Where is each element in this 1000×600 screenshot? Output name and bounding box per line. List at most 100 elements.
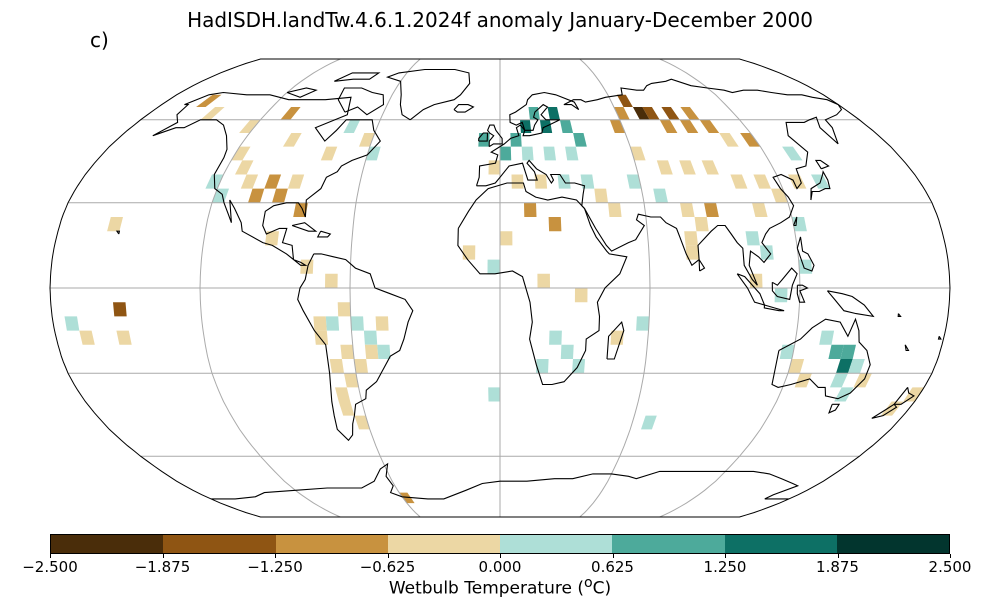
anomaly-cell: [329, 359, 344, 374]
colorbar-bin: [163, 535, 276, 553]
anomaly-cell: [365, 146, 381, 161]
longitude-line: [349, 58, 421, 518]
anomaly-cell: [630, 146, 646, 161]
anomaly-cell: [614, 107, 630, 120]
anomaly-cell: [264, 174, 282, 189]
anomaly-cell: [462, 245, 476, 260]
coastline: [297, 253, 414, 442]
anomaly-cell: [661, 107, 680, 120]
anomaly-cell: [340, 344, 355, 359]
anomaly-cell: [819, 330, 835, 345]
anomaly-cell: [338, 401, 355, 416]
anomaly-cell: [534, 174, 548, 189]
anomaly-cell: [616, 94, 633, 107]
colorbar-tick-mark: [275, 554, 276, 558]
anomaly-cell: [609, 119, 626, 133]
anomaly-cell: [343, 119, 361, 133]
anomaly-cell: [903, 387, 925, 402]
anomaly-cell: [313, 316, 327, 331]
anomaly-cell: [594, 188, 608, 203]
anomaly-cell: [680, 202, 695, 217]
anomaly-cell: [574, 288, 588, 303]
colorbar-bin: [836, 535, 949, 553]
coastline: [793, 216, 798, 227]
panel-label: c): [90, 28, 109, 52]
coastline: [152, 91, 381, 266]
coastline: [826, 290, 875, 318]
colorbar: [50, 534, 950, 554]
coastline: [763, 304, 785, 312]
anomaly-cell: [537, 273, 550, 288]
colorbar-bin: [724, 535, 837, 553]
colorbar-tick-label: 2.500: [928, 558, 972, 576]
colorbar-tick-label: −1.875: [134, 558, 191, 576]
anomaly-cell: [659, 119, 678, 133]
coastline: [457, 182, 628, 386]
coastline: [892, 387, 915, 405]
coastline: [771, 267, 798, 301]
colorbar-tick-mark: [725, 554, 726, 558]
anomaly-cell: [287, 174, 305, 189]
anomaly-cell: [684, 231, 698, 246]
anomaly-cell: [335, 387, 351, 402]
anomaly-cell: [740, 133, 761, 147]
coastline: [904, 344, 910, 352]
coastline: [771, 317, 871, 400]
anomaly-cell: [548, 217, 562, 232]
anomaly-cell: [828, 344, 844, 359]
anomaly-cell: [511, 174, 524, 189]
colorbar-bin: [275, 535, 388, 553]
anomaly-cell: [730, 174, 748, 189]
anomaly-cell: [521, 146, 534, 161]
coastline: [871, 403, 898, 419]
anomaly-cell: [641, 415, 657, 430]
anomaly-cell: [375, 316, 389, 331]
anomaly-cell: [344, 373, 359, 388]
coastline: [814, 159, 830, 170]
anomaly-cell: [704, 202, 719, 217]
coastline: [475, 78, 843, 286]
anomaly-cell: [231, 146, 251, 161]
anomaly-cell: [565, 146, 579, 161]
coastline: [211, 462, 800, 500]
colorbar-tick-label: −0.625: [359, 558, 416, 576]
anomaly-cell: [656, 160, 673, 175]
anomaly-cell: [240, 174, 259, 189]
anomaly-cell: [719, 133, 739, 147]
anomaly-cell: [626, 174, 642, 189]
anomaly-cell: [377, 344, 391, 359]
colorbar-tick-mark: [837, 554, 839, 558]
anomaly-cell: [283, 133, 302, 147]
longitude-line: [579, 58, 651, 518]
anomaly-cell: [753, 174, 771, 189]
anomaly-cell: [788, 174, 807, 189]
colorbar-bin: [51, 535, 164, 553]
anomaly-cell: [536, 359, 549, 374]
anomaly-cell: [107, 217, 123, 232]
anomaly-cell: [788, 359, 805, 374]
anomaly-cell: [510, 133, 522, 147]
anomaly-cell: [488, 160, 500, 175]
anomaly-cell: [488, 387, 500, 402]
anomaly-cell: [354, 415, 370, 430]
anomaly-cell: [573, 133, 587, 147]
coastline: [115, 230, 121, 235]
coastline: [897, 313, 902, 317]
anomaly-cell: [549, 330, 562, 345]
anomaly-cell: [759, 245, 774, 260]
anomaly-cell: [363, 330, 378, 345]
anomaly-cell: [632, 107, 650, 120]
anomaly-cell: [880, 401, 904, 416]
colorbar-tick-mark: [387, 554, 389, 558]
anomaly-cell: [653, 188, 668, 203]
longitude-line: [199, 58, 341, 518]
anomaly-cell: [701, 160, 719, 175]
anomaly-cell: [113, 302, 127, 317]
colorbar-bin: [612, 535, 725, 553]
anomaly-cell: [79, 330, 95, 345]
colorbar-tick-label: 1.875: [816, 558, 859, 576]
anomaly-cell: [752, 202, 768, 217]
anomaly-cell: [836, 359, 853, 374]
map-boundary: [49, 58, 951, 518]
